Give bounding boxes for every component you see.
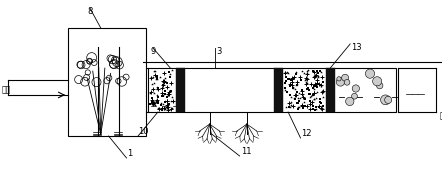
Text: 8: 8 — [87, 7, 92, 16]
Text: 进水: 进水 — [2, 85, 11, 94]
Circle shape — [385, 96, 392, 103]
Text: 出水: 出水 — [440, 111, 442, 120]
Text: 9: 9 — [151, 47, 156, 56]
Text: 12: 12 — [301, 129, 312, 138]
Circle shape — [337, 77, 341, 81]
Text: 10: 10 — [138, 127, 149, 136]
Bar — [176, 68, 185, 112]
Circle shape — [381, 95, 390, 105]
Text: 11: 11 — [240, 147, 251, 156]
Circle shape — [377, 82, 383, 89]
Text: 1: 1 — [128, 149, 133, 158]
Circle shape — [342, 74, 349, 81]
Circle shape — [351, 93, 358, 99]
Bar — [274, 68, 283, 112]
Circle shape — [352, 85, 359, 92]
Circle shape — [373, 77, 382, 86]
Text: 3: 3 — [216, 47, 221, 56]
Circle shape — [366, 69, 375, 78]
Bar — [148, 68, 396, 112]
Circle shape — [344, 79, 350, 85]
Bar — [68, 28, 146, 136]
Bar — [326, 68, 335, 112]
Circle shape — [336, 78, 345, 86]
Text: 13: 13 — [351, 43, 362, 52]
Circle shape — [346, 97, 354, 106]
